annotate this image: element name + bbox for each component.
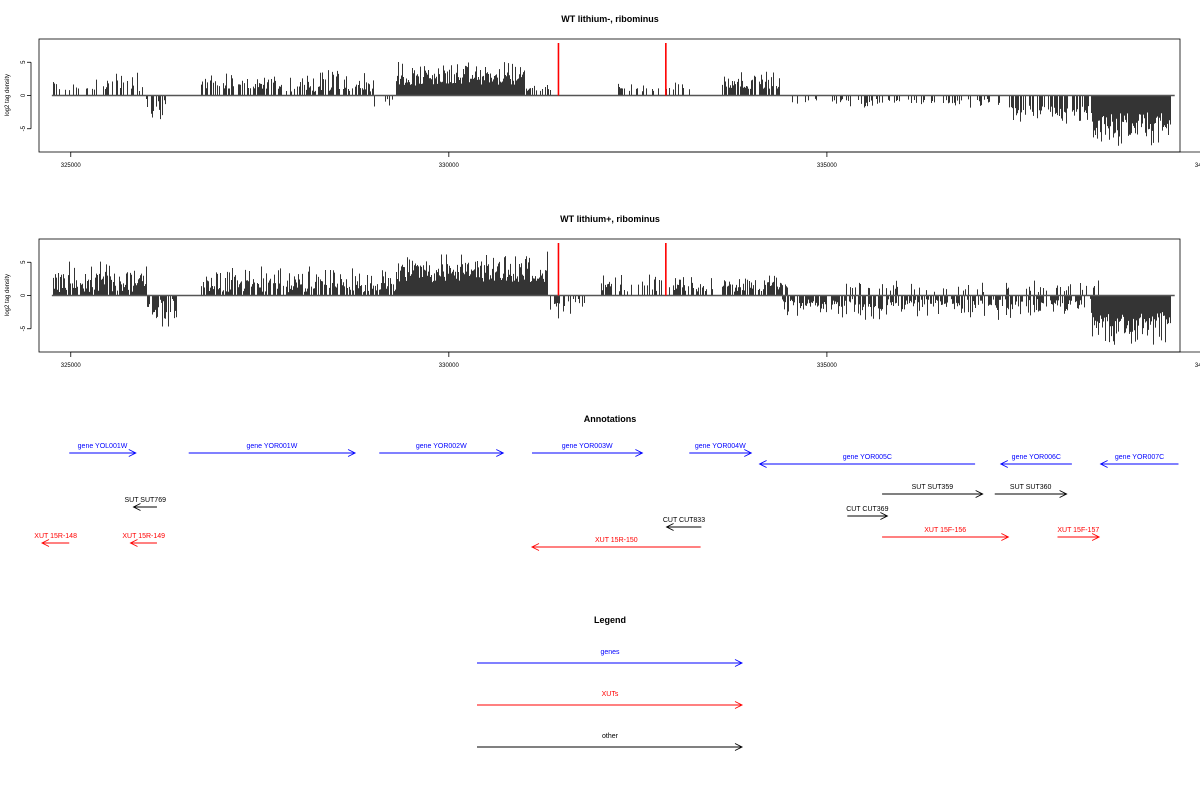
- x-axis: 325000 330000 335000 340000: [61, 151, 1200, 169]
- annotation-feature: XUT 15R-148: [34, 533, 77, 547]
- annotation-feature: CUT CUT833: [663, 517, 705, 531]
- feature-arrow-head: [665, 523, 674, 531]
- annotation-feature: gene YOR003W: [531, 443, 644, 457]
- annotation-features: gene YOL001W gene YOR001W gene YOR002W gene…: [34, 443, 1179, 551]
- feature-arrow-head: [744, 449, 753, 457]
- y-axis-label: log2 tag density: [5, 74, 11, 116]
- feature-arrow-head: [635, 449, 644, 457]
- annotation-feature: XUT 15F-157: [1057, 527, 1101, 541]
- feature-label: SUT SUT360: [1010, 484, 1052, 491]
- feature-label: gene YOR004W: [695, 443, 746, 450]
- feature-label: gene YOR003W: [562, 443, 613, 450]
- legend-label: genes: [600, 649, 620, 656]
- annotation-feature: SUT SUT769: [124, 497, 166, 511]
- feature-arrow-head: [975, 490, 984, 498]
- feature-label: XUT 15F-156: [924, 527, 966, 534]
- feature-label: XUT 15F-157: [1057, 527, 1099, 534]
- feature-label: gene YOR002W: [416, 443, 467, 450]
- feature-label: XUT 15R-150: [595, 537, 638, 544]
- track-panel-lithium-plus: WT lithium+, ribominus 325000 330000 33500…: [5, 214, 1200, 369]
- track-panel-lithium-minus: WT lithium-, ribominus 325000 330000 33500…: [5, 14, 1200, 169]
- feature-arrow-head: [1001, 533, 1010, 541]
- annotation-feature: XUT 15F-156: [882, 527, 1010, 541]
- x-tick-label: 330000: [439, 363, 460, 369]
- panel-title: WT lithium+, ribominus: [560, 214, 660, 224]
- annotation-feature: gene YOR007C: [1099, 454, 1179, 468]
- feature-label: CUT CUT833: [663, 517, 705, 524]
- legend: Legend genes XUTs other: [477, 615, 744, 751]
- bar-group: [53, 251, 1171, 345]
- x-tick-label: 330000: [439, 163, 460, 169]
- annotation-feature: XUT 15R-149: [122, 533, 165, 547]
- bar-group: [53, 61, 1171, 146]
- legend-item: other: [477, 733, 744, 751]
- y-axis: 5 0 -5: [21, 60, 32, 131]
- highlight-group: [557, 243, 667, 296]
- feature-label: gene YOL001W: [78, 443, 128, 450]
- legend-item: XUTs: [477, 691, 744, 709]
- feature-label: CUT CUT369: [846, 506, 888, 513]
- annotation-feature: CUT CUT369: [846, 506, 889, 520]
- annotations-title: Annotations: [584, 414, 637, 424]
- y-tick-label: 5: [21, 60, 27, 64]
- legend-label: other: [602, 733, 619, 740]
- feature-arrow-head: [129, 539, 138, 547]
- legend-items: genes XUTs other: [477, 649, 744, 751]
- annotation-feature: gene YOR002W: [379, 443, 505, 457]
- feature-arrow-head: [758, 460, 767, 468]
- feature-label: gene YOR001W: [246, 443, 297, 450]
- feature-label: XUT 15R-149: [122, 533, 165, 540]
- feature-arrow-head: [1099, 460, 1108, 468]
- annotation-feature: gene YOR006C: [999, 454, 1072, 468]
- y-tick-label: -5: [21, 325, 27, 331]
- annotations-panel: Annotations gene YOL001W gene YOR001W gene…: [34, 414, 1179, 551]
- annotation-feature: gene YOR005C: [758, 454, 976, 468]
- y-axis: 5 0 -5: [21, 260, 32, 331]
- legend-item: genes: [477, 649, 744, 667]
- feature-label: XUT 15R-148: [34, 533, 77, 540]
- panel-title: WT lithium-, ribominus: [561, 14, 659, 24]
- y-axis-label: log2 tag density: [5, 274, 11, 316]
- feature-arrow-head: [132, 503, 141, 511]
- feature-arrow-head: [999, 460, 1008, 468]
- legend-arrow-head: [734, 701, 744, 709]
- feature-label: gene YOR007C: [1115, 454, 1164, 461]
- legend-title: Legend: [594, 615, 626, 625]
- feature-label: SUT SUT769: [124, 497, 166, 504]
- feature-label: gene YOR005C: [843, 454, 892, 461]
- legend-arrow-head: [734, 659, 744, 667]
- annotation-feature: XUT 15R-150: [530, 537, 701, 551]
- feature-arrow-head: [530, 543, 540, 551]
- feature-arrow-head: [41, 539, 50, 547]
- y-tick-label: 5: [21, 260, 27, 264]
- annotation-feature: gene YOR001W: [188, 443, 357, 457]
- x-tick-label: 340000: [1195, 363, 1200, 369]
- legend-label: XUTs: [602, 691, 619, 698]
- x-tick-label: 325000: [61, 363, 82, 369]
- x-tick-label: 335000: [817, 163, 838, 169]
- y-tick-label: 0: [21, 93, 27, 97]
- feature-label: gene YOR006C: [1012, 454, 1061, 461]
- annotation-feature: gene YOL001W: [69, 443, 137, 457]
- x-tick-label: 340000: [1195, 163, 1200, 169]
- feature-arrow-head: [496, 449, 505, 457]
- feature-label: SUT SUT359: [912, 484, 954, 491]
- y-tick-label: 0: [21, 293, 27, 297]
- y-tick-label: -5: [21, 125, 27, 131]
- annotation-feature: SUT SUT360: [994, 484, 1068, 498]
- feature-arrow-head: [880, 512, 889, 520]
- feature-arrow-head: [347, 449, 357, 457]
- x-axis: 325000 330000 335000 340000: [61, 351, 1200, 369]
- annotation-feature: SUT SUT359: [882, 484, 984, 498]
- feature-arrow-head: [128, 449, 137, 457]
- x-tick-label: 335000: [817, 363, 838, 369]
- x-tick-label: 325000: [61, 163, 82, 169]
- feature-arrow-head: [1059, 490, 1068, 498]
- legend-arrow-head: [734, 743, 744, 751]
- feature-arrow-head: [1091, 533, 1101, 541]
- highlight-group: [557, 43, 667, 96]
- annotation-feature: gene YOR004W: [689, 443, 753, 457]
